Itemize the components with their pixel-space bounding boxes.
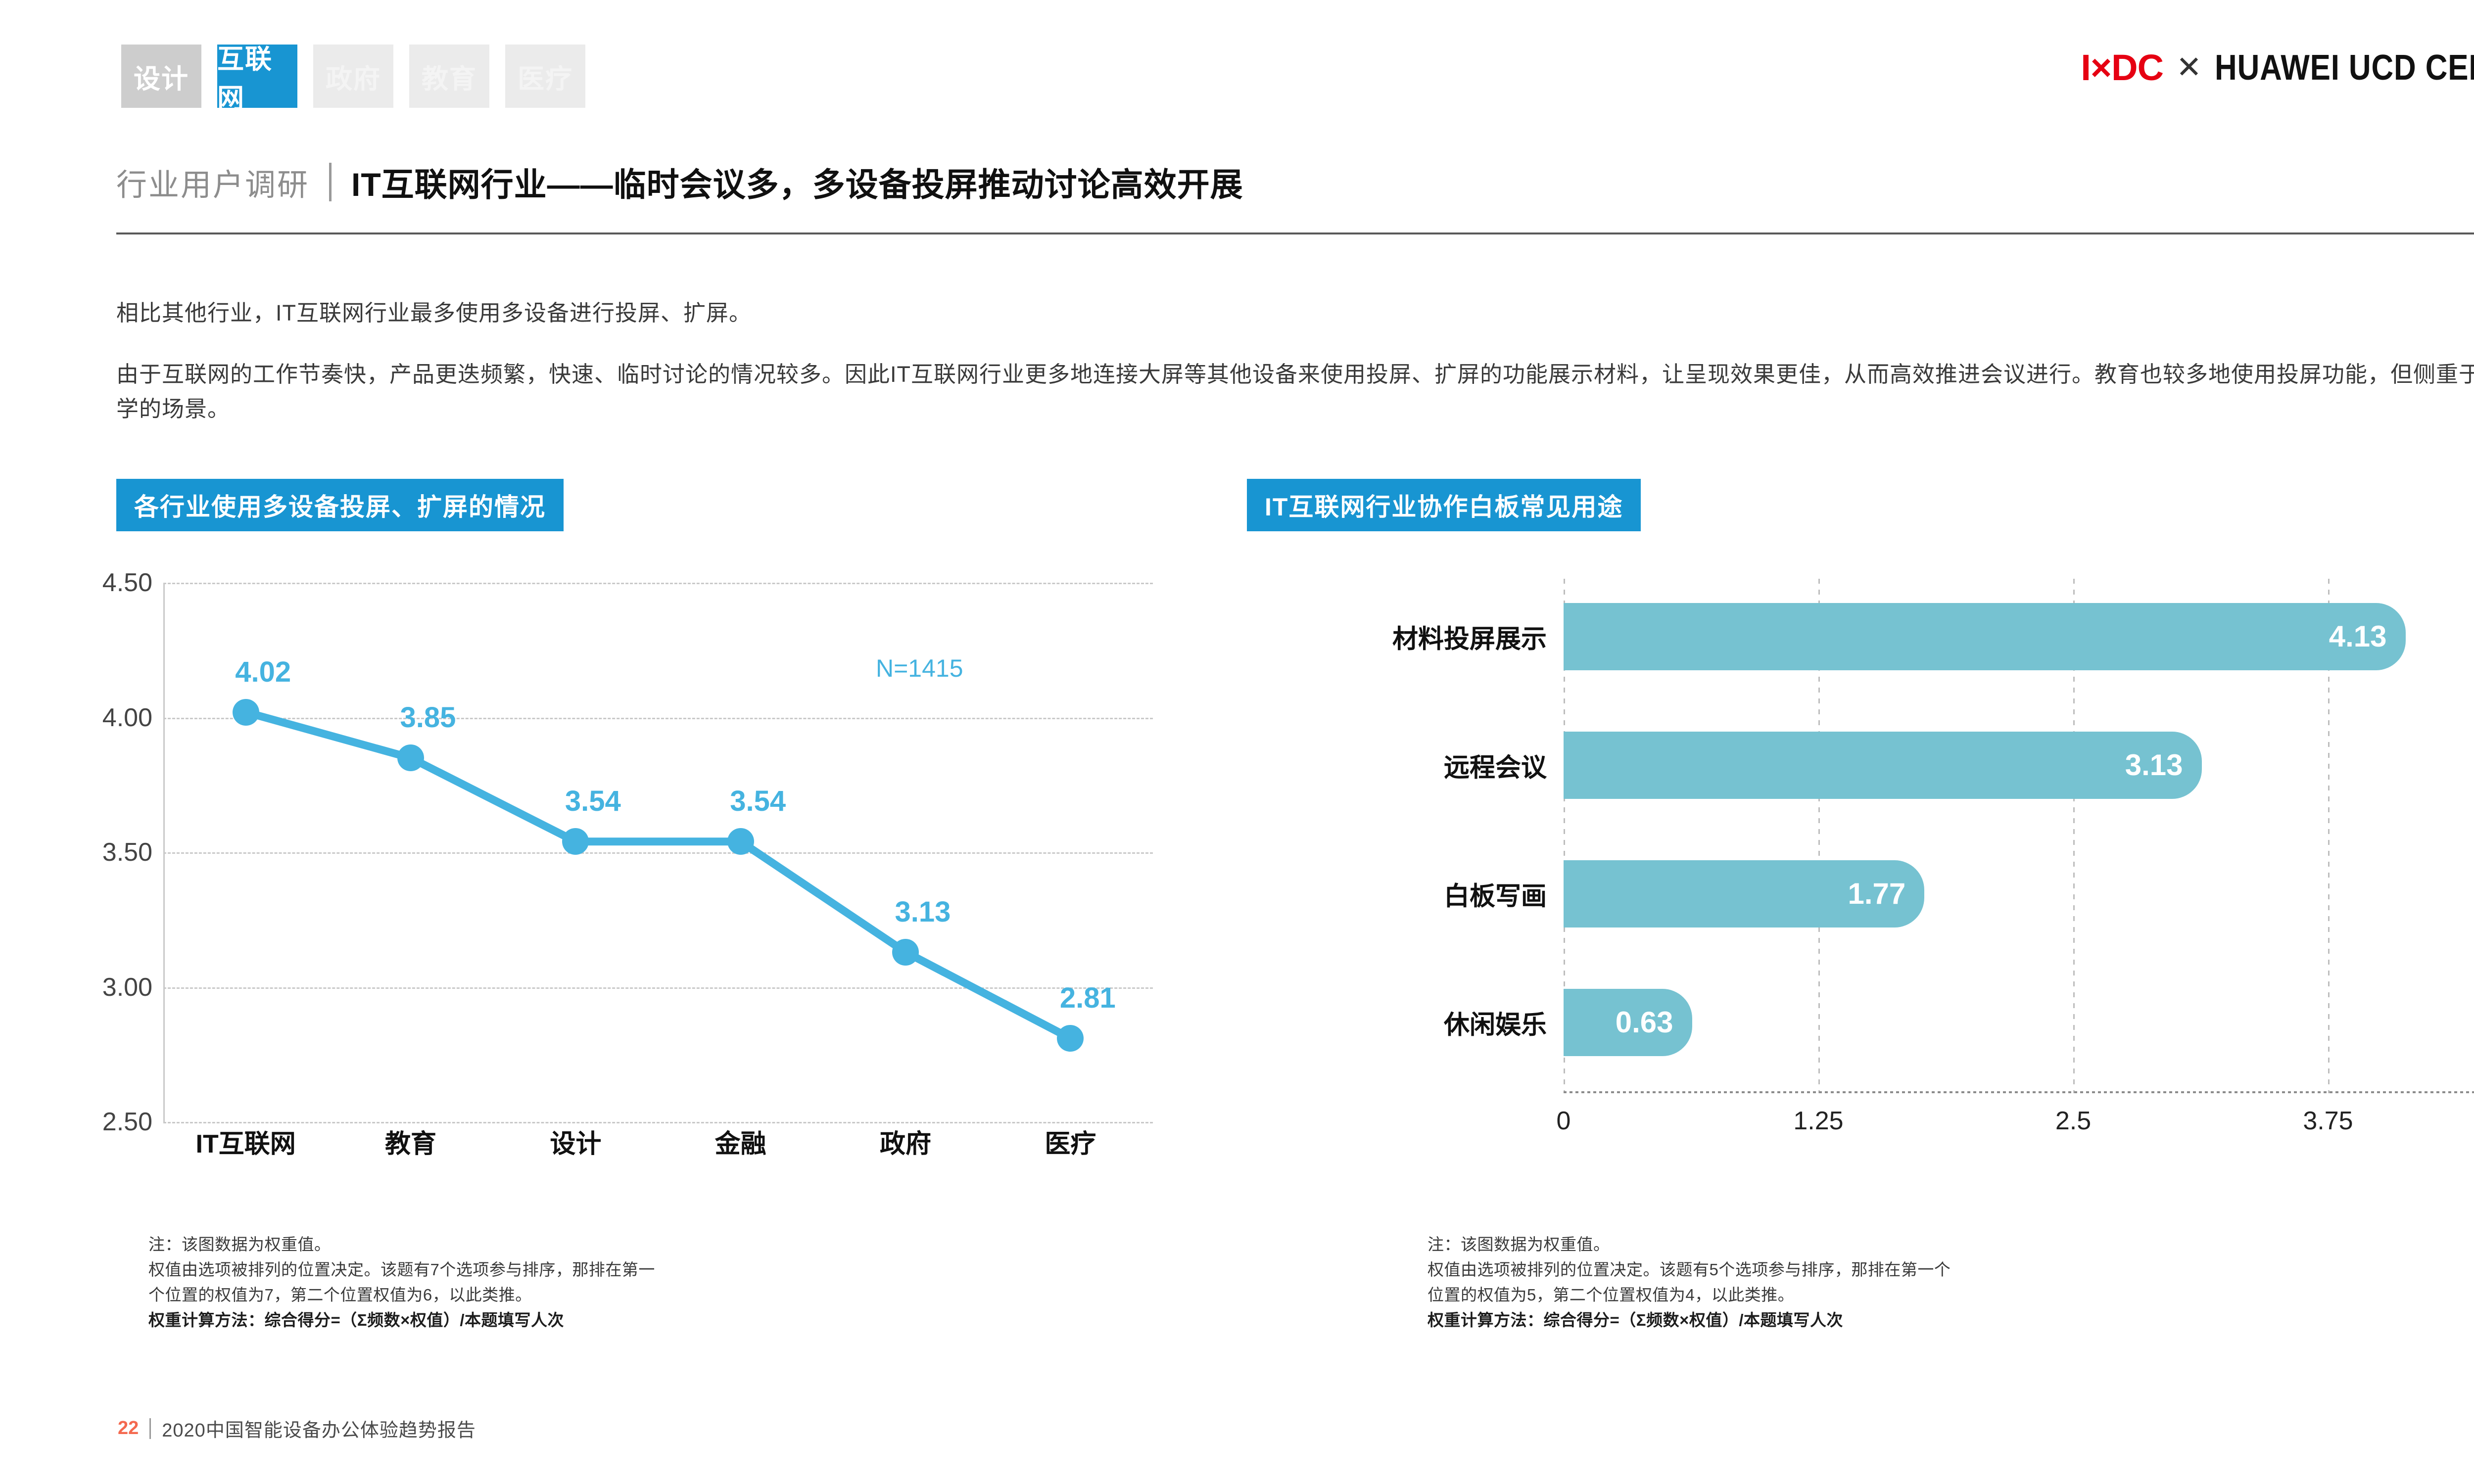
- bar-chart-plot-area: 01.252.53.7554.13材料投屏展示3.13远程会议1.77白板写画0…: [1392, 579, 2474, 1135]
- brand-logo: I×DC ✕ HUAWEI UCD CENTER: [2081, 49, 2474, 86]
- line-chart-x-labels: IT互联网 教育 设计 金融 政府 医疗: [163, 1123, 1153, 1159]
- footnote-line: 位置的权值为5，第二个位置权值为4，以此类推。: [1427, 1286, 1795, 1304]
- footnote-formula: 权重计算方法：综合得分=（Σ频数×权值）/本题填写人次: [1427, 1311, 1844, 1330]
- x-axis-line: [1564, 1091, 2474, 1093]
- x-axis-tick-label: 教育: [384, 1130, 437, 1159]
- y-axis-tick-label: 4.50: [102, 568, 152, 597]
- tab-label: 医疗: [518, 64, 573, 94]
- line-series: [244, 708, 1073, 1042]
- bar: 4.13: [1564, 603, 2406, 670]
- gridline: [1564, 579, 1565, 1093]
- data-point: [397, 744, 424, 772]
- data-point: [562, 828, 589, 855]
- gridline: [163, 1122, 1153, 1123]
- data-point: [892, 938, 919, 966]
- bar: 3.13: [1564, 732, 2202, 799]
- tab-label: 互联网: [217, 45, 273, 113]
- x-axis-tick-label: 3.75: [2303, 1107, 2353, 1135]
- title-divider: [329, 163, 332, 201]
- intro-paragraph-1: 相比其他行业，IT互联网行业最多使用多设备进行投屏、扩屏。: [116, 300, 752, 325]
- footnote-line: 权值由选项被排列的位置决定。该题有5个选项参与排序，那排在第一个: [1427, 1260, 1951, 1279]
- footnote-line: 权值由选项被排列的位置决定。该题有7个选项参与排序，那排在第一: [148, 1260, 655, 1279]
- line-chart: 2.50 3.00 3.50 4.00 4.50 4.02 3.85 3.54 3.54 3.13…: [69, 568, 1183, 1159]
- gridline: [2328, 579, 2330, 1093]
- data-point-label: 3.54: [730, 785, 786, 818]
- bar: 0.63: [1564, 989, 1692, 1056]
- page-number: 22: [118, 1418, 139, 1438]
- right-chart-heading: IT互联网行业协作白板常见用途: [1247, 479, 1641, 531]
- tab-design[interactable]: 设计: [121, 45, 201, 108]
- x-axis-tick-label: 2.5: [2055, 1107, 2092, 1135]
- footnote-line: 个位置的权值为7，第二个位置权值为6，以此类推。: [148, 1286, 532, 1304]
- gridline: [163, 717, 1153, 719]
- footnote-formula: 权重计算方法：综合得分=（Σ频数×权值）/本题填写人次: [148, 1311, 565, 1330]
- footnote-line: 注：该图数据为权重值。: [148, 1235, 331, 1253]
- left-chart-heading: 各行业使用多设备投屏、扩屏的情况: [116, 479, 564, 531]
- ixdc-logo-text: I×DC: [2081, 47, 2164, 88]
- bar: 1.77: [1564, 860, 1925, 928]
- x-axis-tick-label: 政府: [879, 1130, 932, 1159]
- huawei-ucd-logo-text: HUAWEI UCD CENTER: [2214, 48, 2474, 88]
- header-rule: [116, 232, 2474, 234]
- footer-divider: [149, 1418, 151, 1439]
- tab-government[interactable]: 政府: [313, 45, 393, 108]
- x-axis-tick-label: IT互联网: [195, 1130, 296, 1159]
- y-axis-tick-label: 3.00: [102, 973, 152, 1002]
- line-chart-plot-area: 2.50 3.00 3.50 4.00 4.50 4.02 3.85 3.54 3.54 3.13…: [102, 568, 1153, 1136]
- left-chart-footnote: 注：该图数据为权重值。 权值由选项被排列的位置决定。该题有7个选项参与排序，那排…: [148, 1232, 655, 1333]
- tab-label: 教育: [422, 64, 477, 94]
- right-chart-footnote: 注：该图数据为权重值。 权值由选项被排列的位置决定。该题有5个选项参与排序，那排…: [1427, 1232, 1951, 1333]
- y-axis-line: [163, 583, 165, 1122]
- footnote-line: 注：该图数据为权重值。: [1427, 1235, 1610, 1253]
- data-point: [232, 698, 259, 726]
- data-point: [727, 828, 754, 855]
- sample-size-label: N=1415: [876, 654, 963, 683]
- tab-label: 设计: [134, 64, 189, 94]
- y-axis-tick-label: 2.50: [102, 1108, 152, 1136]
- bar-category-label: 白板写画: [1443, 882, 1547, 911]
- x-axis-tick-label: 1.25: [1793, 1107, 1844, 1135]
- bar-value-label: 3.13: [2125, 748, 2183, 782]
- bar-value-label: 0.63: [1615, 1006, 1673, 1039]
- gridline: [163, 583, 1153, 584]
- data-point-label: 3.54: [565, 785, 621, 818]
- gridline: [163, 987, 1153, 989]
- x-axis-tick-label: 医疗: [1045, 1130, 1096, 1159]
- tab-internet[interactable]: 互联网: [217, 45, 297, 113]
- gridline: [163, 852, 1153, 854]
- title-kicker: 行业用户调研: [116, 168, 310, 202]
- page-title: 行业用户调研 IT互联网行业——临时会议多，多设备投屏推动讨论高效开展: [116, 158, 1243, 206]
- data-point-label: 4.02: [235, 655, 291, 688]
- data-point-label: 2.81: [1059, 982, 1116, 1015]
- bar-value-label: 1.77: [1848, 877, 1906, 911]
- page-footer: 22 2020中国智能设备办公体验趋势报告: [118, 1415, 476, 1442]
- bar-value-label: 4.13: [2329, 620, 2387, 653]
- title-main: IT互联网行业——临时会议多，多设备投屏推动讨论高效开展: [351, 166, 1243, 203]
- report-title: 2020中国智能设备办公体验趋势报告: [162, 1420, 476, 1441]
- gridline: [2073, 579, 2075, 1093]
- data-point-label: 3.13: [895, 895, 951, 928]
- gridline: [1818, 579, 1820, 1093]
- y-axis-tick-label: 3.50: [102, 838, 152, 867]
- x-axis-tick-label: 0: [1556, 1107, 1571, 1135]
- data-point: [1057, 1025, 1084, 1052]
- x-axis-tick-label: 设计: [550, 1130, 602, 1159]
- bar-category-label: 材料投屏展示: [1392, 625, 1547, 654]
- tab-medical[interactable]: 医疗: [505, 45, 585, 108]
- cross-icon: ✕: [2176, 50, 2202, 85]
- bar-chart: 01.252.53.7554.13材料投屏展示3.13远程会议1.77白板写画0…: [1237, 569, 2474, 1153]
- intro-paragraph-2: 由于互联网的工作节奏快，产品更迭频繁，快速、临时讨论的情况较多。因此IT互联网行…: [116, 362, 2474, 421]
- tab-label: 政府: [326, 64, 381, 94]
- bar-category-label: 休闲娱乐: [1443, 1011, 1547, 1040]
- bar-category-label: 远程会议: [1443, 753, 1547, 783]
- tab-education[interactable]: 教育: [409, 45, 489, 108]
- y-axis-tick-label: 4.00: [102, 703, 152, 732]
- x-axis-tick-label: 金融: [714, 1130, 766, 1159]
- data-point-label: 3.85: [400, 701, 456, 734]
- industry-tab-bar: 设计 互联网 政府 教育 医疗: [121, 45, 585, 113]
